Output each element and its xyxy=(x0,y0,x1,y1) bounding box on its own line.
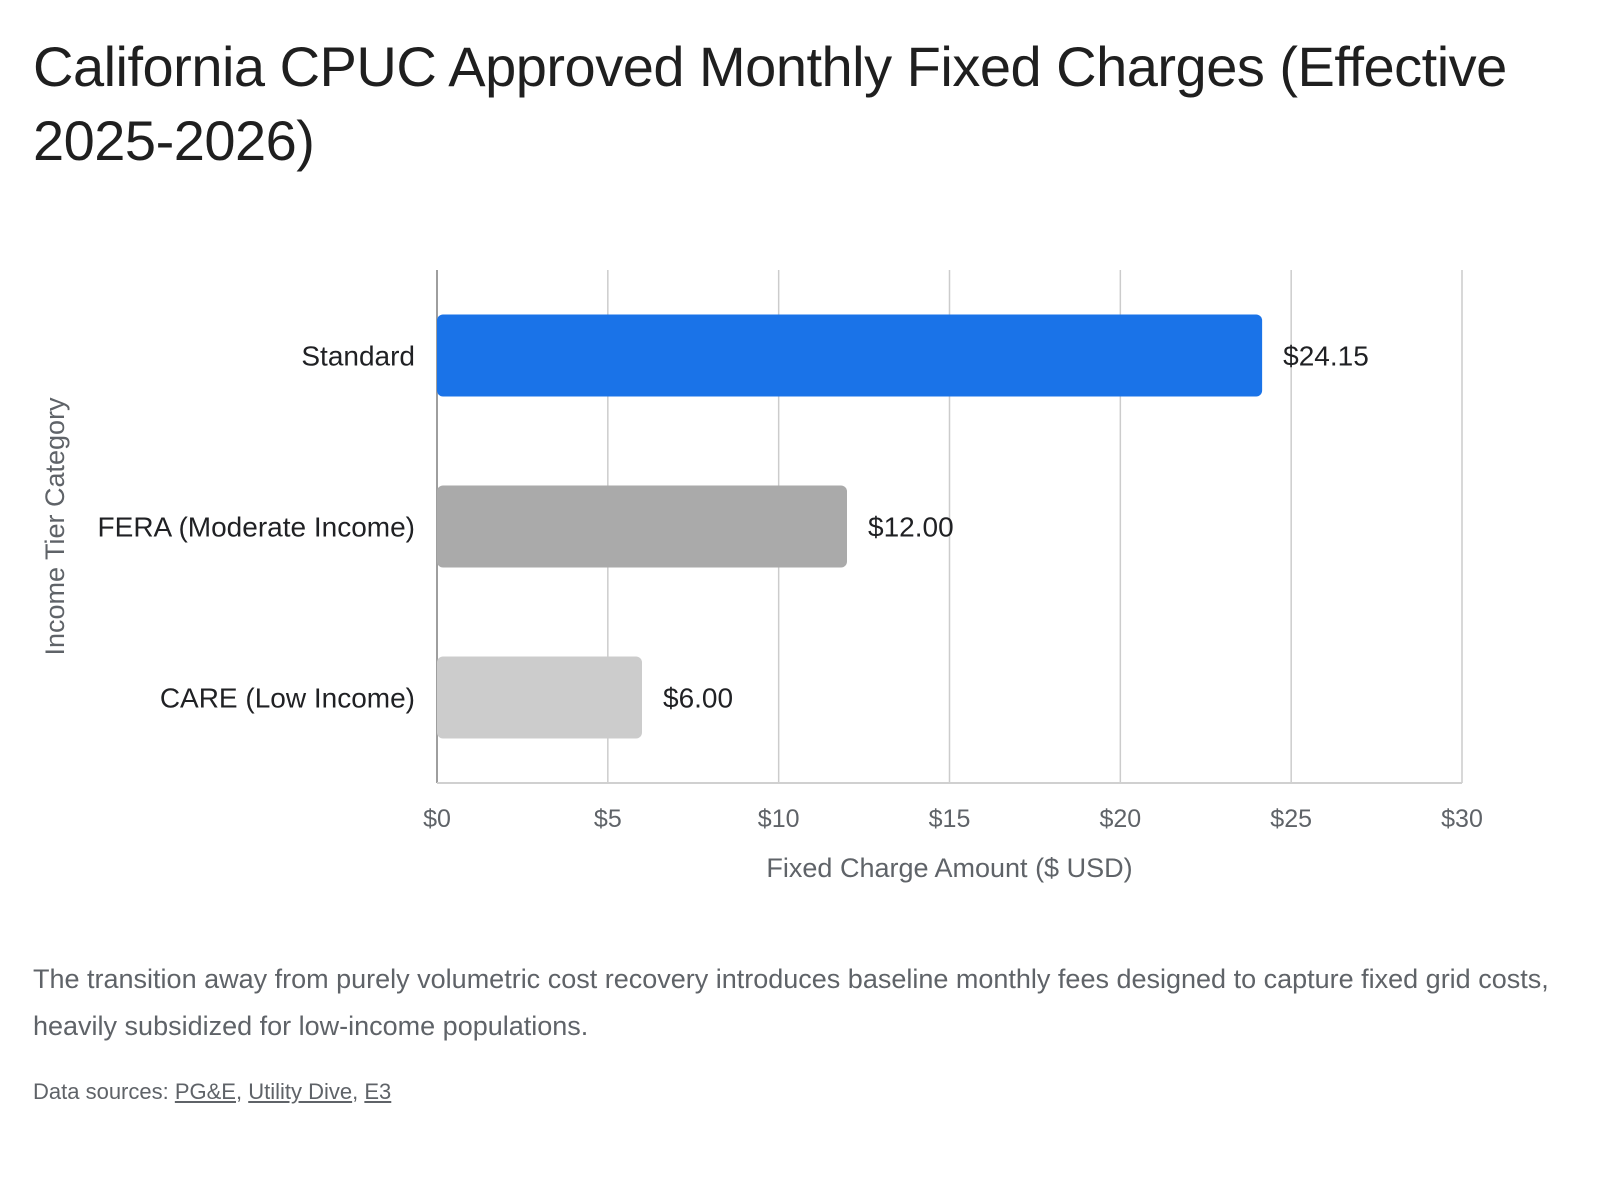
x-tick-label: $20 xyxy=(1099,805,1141,833)
source-link-utility-dive[interactable]: Utility Dive xyxy=(248,1079,353,1104)
category-label: CARE (Low Income) xyxy=(160,683,415,714)
x-tick-label: $0 xyxy=(423,805,451,833)
x-tick-label: $15 xyxy=(929,805,971,833)
category-label: Standard xyxy=(301,341,415,372)
source-link-pge[interactable]: PG&E xyxy=(174,1079,236,1104)
value-label: $24.15 xyxy=(1283,341,1369,372)
x-tick-label: $5 xyxy=(594,805,622,833)
value-label: $6.00 xyxy=(663,683,733,714)
x-tick-labels: $0 $5 $10 $15 $20 $25 $30 xyxy=(423,805,1483,833)
data-sources: Data sources: PG&E, Utility Dive, E3 xyxy=(33,1077,391,1107)
bar-chart: Standard FERA (Moderate Income) CARE (Low … xyxy=(40,270,1483,883)
sources-prefix: Data sources: xyxy=(33,1079,175,1104)
sources-separator: , xyxy=(235,1079,249,1104)
bar xyxy=(437,314,1263,397)
x-axis-title: Fixed Charge Amount ($ USD) xyxy=(766,853,1132,883)
x-tick-label: $30 xyxy=(1441,805,1483,833)
chart-title: California CPUC Approved Monthly Fixed C… xyxy=(33,35,1507,172)
y-axis-title: Income Tier Category xyxy=(40,397,70,656)
x-tick-label: $10 xyxy=(758,805,800,833)
category-label: FERA (Moderate Income) xyxy=(98,512,415,543)
x-tick-label: $25 xyxy=(1270,805,1312,833)
bar xyxy=(437,485,847,568)
value-label: $12.00 xyxy=(868,512,954,543)
source-link-e3[interactable]: E3 xyxy=(364,1079,392,1104)
sources-separator: , xyxy=(352,1079,365,1104)
bar xyxy=(437,656,642,739)
value-labels: $24.15 $12.00 $6.00 xyxy=(663,341,1369,714)
chart-caption: The transition away from purely volumetr… xyxy=(33,964,1549,1041)
bars xyxy=(437,314,1263,739)
category-labels: Standard FERA (Moderate Income) CARE (Low … xyxy=(98,341,415,714)
